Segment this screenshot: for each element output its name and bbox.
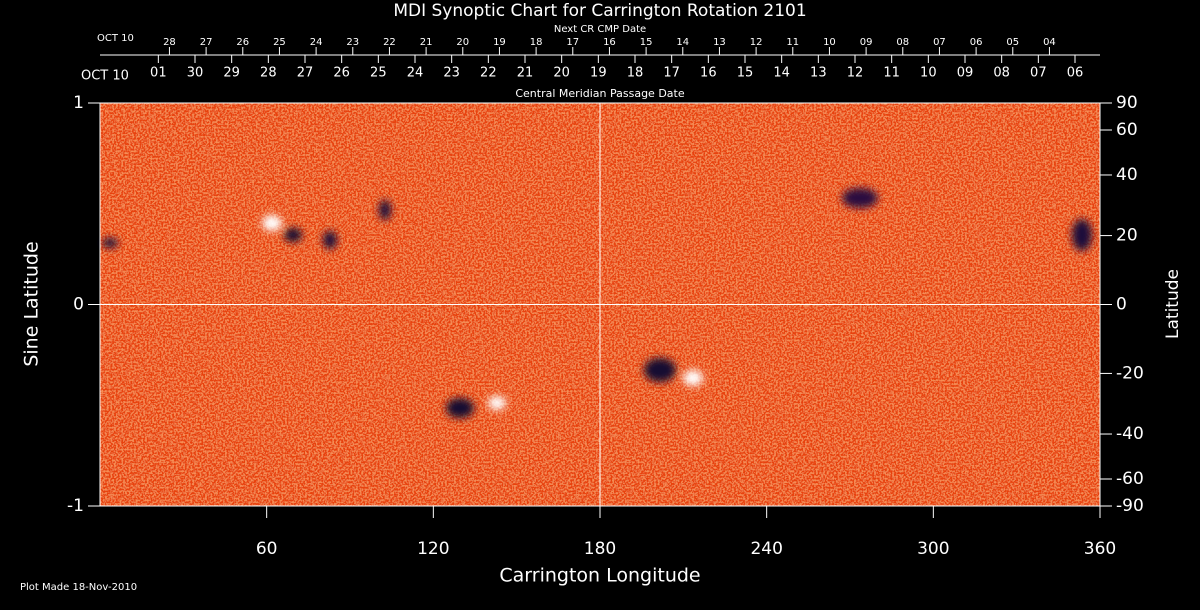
top-tick-label: 17 — [566, 37, 579, 48]
top-tick-label: 07 — [1030, 66, 1047, 81]
top-tick-label: 09 — [957, 66, 974, 81]
x-tick-label: 180 — [584, 539, 616, 559]
x-tick-label: 120 — [417, 539, 449, 559]
top-tick-label: 18 — [627, 66, 644, 81]
top-tick-label: 26 — [236, 37, 249, 48]
y2-tick-label: -20 — [1116, 363, 1144, 383]
top-tick-label: 12 — [847, 66, 864, 81]
y2-tick-label: 60 — [1116, 120, 1138, 140]
top-tick-label: 26 — [333, 66, 350, 81]
top-tick-label: 23 — [443, 66, 460, 81]
top-tick-label: 28 — [163, 37, 176, 48]
top-tick-label: 22 — [480, 66, 497, 81]
y-tick-label: 0 — [73, 295, 84, 315]
chart-title: MDI Synoptic Chart for Carrington Rotati… — [393, 1, 806, 21]
y2-tick-label: 90 — [1116, 93, 1138, 113]
top-tick-label: 16 — [700, 66, 717, 81]
top-tick-label: 10 — [920, 66, 937, 81]
top-tick-label: 23 — [346, 37, 359, 48]
top-tick-label: 24 — [407, 66, 424, 81]
top-tick-label: 08 — [993, 66, 1010, 81]
top-tick-label: 14 — [676, 37, 689, 48]
y-axis-label: Sine Latitude — [21, 241, 43, 366]
top-tick-label: 20 — [553, 66, 570, 81]
top-tick-label: 05 — [1006, 37, 1019, 48]
top-tick-label: 04 — [1043, 37, 1056, 48]
top-tick-label: 11 — [786, 37, 799, 48]
top-tick-label: 08 — [896, 37, 909, 48]
top-tick-label: 28 — [260, 66, 277, 81]
top-tick-label: 13 — [810, 66, 827, 81]
top-tick-label: 15 — [640, 37, 653, 48]
top-axis-title: Central Meridian Passage Date — [515, 87, 684, 100]
top-tick-label: 06 — [970, 37, 983, 48]
top-axis-title: Next CR CMP Date — [554, 24, 646, 35]
x-tick-label: 360 — [1084, 539, 1116, 559]
top-tick-label: 29 — [223, 66, 240, 81]
y2-tick-label: -60 — [1116, 469, 1144, 489]
top-axis-start-label: OCT 10 — [97, 33, 134, 44]
y2-tick-label: -40 — [1116, 424, 1144, 444]
y2-axis-label: Latitude — [1163, 269, 1183, 339]
top-tick-label: 27 — [297, 66, 314, 81]
top-axis-start-label: OCT 10 — [81, 69, 129, 84]
top-tick-label: 01 — [150, 66, 167, 81]
y-tick-label: -1 — [67, 496, 84, 516]
top-tick-label: 24 — [310, 37, 323, 48]
top-tick-label: 20 — [456, 37, 469, 48]
top-tick-label: 30 — [187, 66, 204, 81]
x-tick-label: 240 — [750, 539, 782, 559]
top-tick-label: 25 — [273, 37, 286, 48]
top-tick-label: 21 — [420, 37, 433, 48]
top-tick-label: 07 — [933, 37, 946, 48]
top-tick-label: 25 — [370, 66, 387, 81]
active-regions — [102, 188, 1092, 418]
top-tick-label: 14 — [773, 66, 790, 81]
top-tick-label: 27 — [200, 37, 213, 48]
y-tick-label: 1 — [73, 93, 84, 113]
top-tick-label: 19 — [493, 37, 506, 48]
top-tick-label: 10 — [823, 37, 836, 48]
top-tick-label: 22 — [383, 37, 396, 48]
top-tick-label: 11 — [883, 66, 900, 81]
top-tick-label: 15 — [737, 66, 754, 81]
footnote: Plot Made 18-Nov-2010 — [20, 582, 137, 593]
top-tick-label: 16 — [603, 37, 616, 48]
top-tick-label: 18 — [530, 37, 543, 48]
y2-tick-label: -90 — [1116, 496, 1144, 516]
top-tick-label: 06 — [1067, 66, 1084, 81]
top-tick-label: 17 — [663, 66, 680, 81]
x-tick-label: 300 — [917, 539, 949, 559]
top-tick-label: 13 — [713, 37, 726, 48]
x-axis-label: Carrington Longitude — [499, 565, 700, 587]
top-tick-label: 09 — [860, 37, 873, 48]
top-tick-label: 19 — [590, 66, 607, 81]
y2-tick-label: 20 — [1116, 226, 1138, 246]
y2-tick-label: 0 — [1116, 295, 1127, 315]
x-tick-label: 60 — [256, 539, 278, 559]
y2-tick-label: 40 — [1116, 165, 1138, 185]
top-tick-label: 12 — [750, 37, 763, 48]
top-tick-label: 21 — [517, 66, 534, 81]
